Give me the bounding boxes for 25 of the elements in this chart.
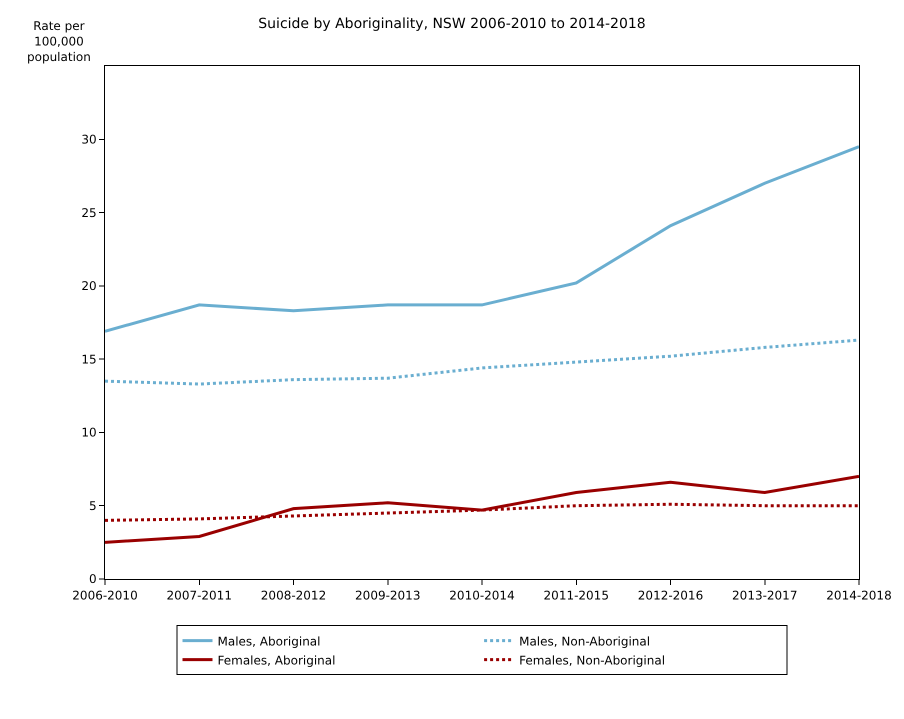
line-series bbox=[105, 474, 859, 544]
x-tick-label: 2014-2018 bbox=[826, 588, 892, 602]
x-tick-label: 2010-2014 bbox=[449, 588, 515, 602]
x-tick-label: 2013-2017 bbox=[732, 588, 798, 602]
legend-label: Males, Non-Aboriginal bbox=[519, 634, 650, 648]
x-tick-label: 2007-2011 bbox=[166, 588, 232, 602]
x-tick-label: 2009-2013 bbox=[355, 588, 420, 602]
line-series bbox=[105, 338, 859, 386]
y-tick-label: 5 bbox=[88, 498, 97, 513]
x-tick-label: 2006-2010 bbox=[72, 588, 138, 602]
x-tick-label: 2011-2015 bbox=[544, 588, 609, 602]
y-tick-label: 30 bbox=[81, 132, 97, 146]
line-series bbox=[105, 145, 859, 333]
legend-label: Females, Aboriginal bbox=[218, 653, 336, 668]
legend-label: Females, Non-Aboriginal bbox=[519, 653, 666, 668]
y-tick-label: 0 bbox=[88, 572, 97, 586]
y-tick-label: 25 bbox=[81, 206, 97, 220]
chart-title: Suicide by Aboriginality, NSW 2006-2010 to 2014-2018 bbox=[258, 16, 646, 32]
y-axis-title: Rate per 100,000 population bbox=[27, 19, 91, 64]
x-tick-label: 2008-2012 bbox=[260, 588, 326, 602]
y-tick-label: 10 bbox=[81, 426, 97, 440]
y-tick-label: 20 bbox=[81, 279, 97, 294]
legend-label: Males, Aboriginal bbox=[218, 634, 320, 648]
y-tick-label: 15 bbox=[81, 352, 97, 366]
x-tick-label: 2012-2016 bbox=[638, 588, 704, 602]
